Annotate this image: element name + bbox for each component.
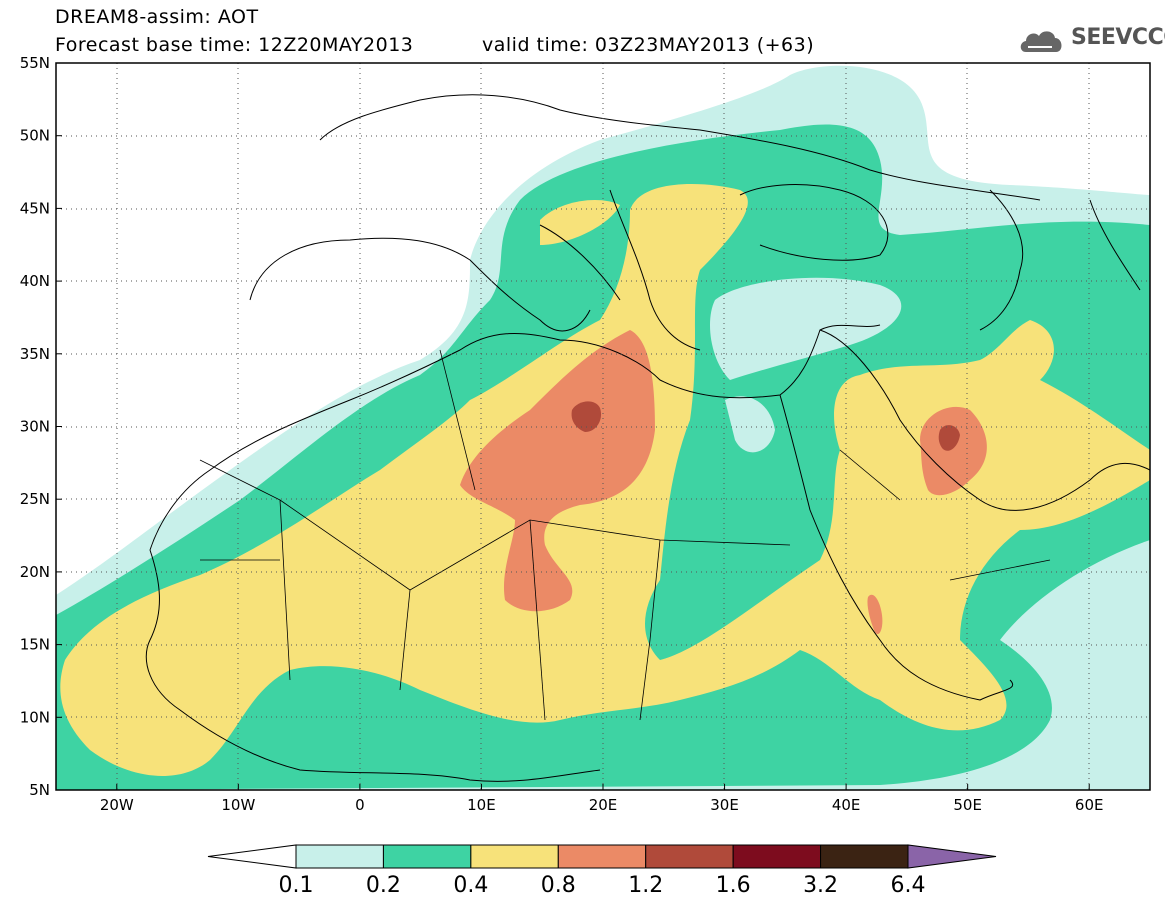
lat-tick-label: 50N [20,127,50,145]
colorbar-level-label: 0.2 [366,873,401,898]
colorbar-level-label: 3.2 [803,873,838,898]
colorbar-box [295,844,384,869]
lon-tick-label: 0 [355,796,365,814]
lat-tick-label: 5N [29,781,50,799]
lon-tick-label: 20E [589,796,618,814]
lat-tick-label: 40N [20,272,50,290]
lat-tick-label: 20N [20,563,50,581]
colorbar-box [382,844,472,869]
cloud-icon [1020,31,1062,52]
colorbar-box [557,844,647,869]
lon-tick-label: 50E [953,796,982,814]
lat-tick-label: 55N [20,54,50,72]
lat-tick-label: 10N [20,708,50,726]
colorbar-under-arrow [207,844,297,869]
aot-band-1.2 [571,401,960,451]
colorbar-level-label: 0.4 [453,873,488,898]
lat-tick-label: 15N [20,636,50,654]
aot-field [56,63,1150,790]
lon-tick-label: 20W [100,796,134,814]
lat-tick-label: 30N [20,418,50,436]
lon-tick-label: 60E [1075,796,1104,814]
colorbar-box [470,844,559,869]
colorbar-box [732,844,822,869]
colorbar-level-label: 1.2 [628,873,663,898]
country-borders [199,349,1051,721]
valid-time: valid time: 03Z23MAY2013 (+63) [482,34,815,56]
longitude-axis: 20W 10W 0 10E 20E 30E 40E 50E 60E [100,784,1104,814]
coastlines [145,94,1150,782]
colorbar-box [645,844,734,869]
colorbar-box [820,844,909,869]
logo-text: SEEVCCC [1071,25,1165,50]
aot-band-0.8 [460,330,987,635]
lon-tick-label: 40E [832,796,861,814]
aot-sea-patches [710,277,902,453]
lon-tick-label: 10E [467,796,496,814]
colorbar-over-arrow [907,844,997,869]
lat-tick-label: 25N [20,490,50,508]
map-title: DREAM8-assim: AOT [55,6,259,28]
latitude-axis: 55N 50N 45N 40N 35N 30N 25N 20N 15N 10N 5N [20,54,62,799]
lon-tick-label: 30E [710,796,739,814]
graticule [56,63,1150,790]
forecast-base-time: Forecast base time: 12Z20MAY2013 [55,34,414,56]
lat-tick-label: 45N [20,199,50,217]
lon-tick-label: 10W [221,796,255,814]
colorbar-level-label: 6.4 [891,873,926,898]
colorbar-level-label: 1.6 [716,873,751,898]
colorbar-level-label: 0.1 [279,873,314,898]
colorbar-level-label: 0.8 [541,873,576,898]
lat-tick-label: 35N [20,345,50,363]
